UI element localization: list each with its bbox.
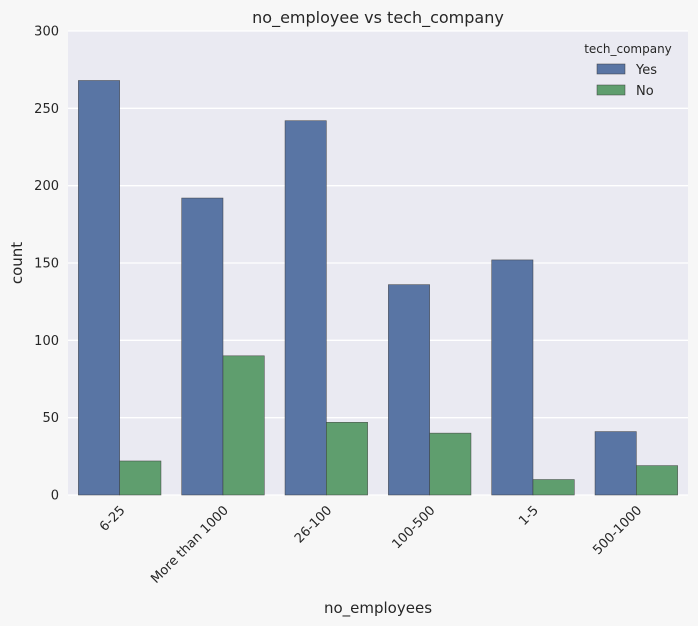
- bar-yes-1: [181, 197, 224, 496]
- x-tick-labels: 6-25 More than 1000 26-100 100-500 1-5 500-10…: [97, 503, 645, 587]
- bar-yes-0: [78, 80, 120, 496]
- bar-no-4: [532, 479, 575, 496]
- bars: [78, 80, 678, 496]
- bar-yes-4: [491, 259, 534, 496]
- legend-swatch-no: [596, 84, 626, 96]
- x-tick-label: 1-5: [516, 503, 542, 529]
- x-axis-label: no_employees: [324, 599, 432, 618]
- gridlines: [68, 30, 688, 496]
- x-tick-label: 26-100: [292, 503, 335, 546]
- legend-label-yes: Yes: [635, 63, 657, 78]
- x-tick-label: 100-500: [389, 503, 438, 552]
- y-tick-labels: 0 50 100 150 200 250 300: [34, 25, 59, 504]
- legend-swatch-yes: [596, 63, 626, 75]
- x-tick-label: 6-25: [97, 503, 128, 534]
- bar-yes-2: [284, 120, 327, 496]
- bar-yes-5: [594, 431, 637, 496]
- legend: tech_company Yes No: [584, 42, 672, 99]
- y-tick-label: 250: [34, 102, 59, 117]
- legend-title: tech_company: [584, 42, 672, 56]
- bar-yes-3: [388, 284, 430, 496]
- y-tick-label: 50: [42, 411, 59, 426]
- x-tick-label: More than 1000: [148, 503, 232, 587]
- bar-no-2: [326, 422, 368, 496]
- bar-no-5: [636, 465, 678, 496]
- legend-label-no: No: [636, 84, 654, 99]
- y-tick-label: 200: [34, 179, 59, 194]
- bar-no-1: [222, 355, 265, 496]
- y-tick-label: 0: [51, 489, 59, 504]
- x-tick-label: 500-1000: [590, 503, 645, 558]
- y-tick-label: 100: [34, 334, 59, 349]
- y-tick-label: 300: [34, 25, 59, 40]
- y-tick-label: 150: [34, 257, 59, 272]
- chart-title: no_employee vs tech_company: [252, 8, 504, 28]
- y-axis-label: count: [8, 242, 26, 284]
- bar-no-0: [119, 460, 162, 496]
- bar-no-3: [429, 432, 472, 496]
